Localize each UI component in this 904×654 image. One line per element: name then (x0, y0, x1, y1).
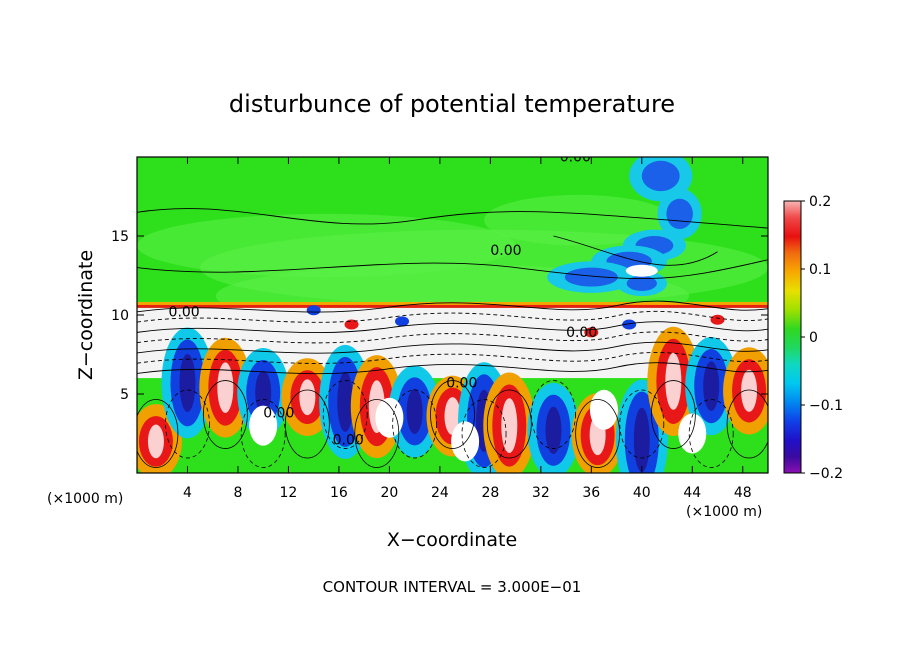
contour-label: 0.00 (490, 243, 521, 259)
x-tick-label: 32 (532, 485, 550, 501)
tropopause-band-red (137, 304, 768, 308)
plume-blue (641, 160, 680, 192)
contour-lines: 0.00 0.00 0.00 0.00 0.00 0.00 0.00 (137, 150, 768, 468)
contour-line (284, 389, 330, 459)
x-tick-label: 16 (330, 485, 348, 501)
y-tick-label: 5 (120, 387, 129, 403)
x-tick-label: 40 (633, 485, 651, 501)
contour-line (202, 380, 248, 449)
contour-line (137, 310, 768, 323)
convective-core (299, 379, 316, 416)
contour-line (240, 399, 286, 468)
convective-core (665, 352, 682, 410)
convective-core (444, 397, 461, 436)
contour-line (688, 399, 734, 468)
colorbar (783, 200, 802, 474)
convective-core (255, 370, 272, 415)
colorbar-ticks: 0.2 0.1 0 −0.1 −0.2 (801, 194, 843, 482)
convective-core (406, 388, 423, 435)
contour-line (553, 235, 718, 266)
x-tick-label: 44 (683, 485, 701, 501)
contour-line (137, 341, 768, 354)
convective-core (337, 371, 354, 432)
colorbar-tick-label: 0 (809, 330, 818, 346)
contour-line (137, 321, 768, 334)
contour-line (165, 389, 210, 459)
x-axis: 4 8 12 16 20 24 28 32 36 40 44 48 (183, 157, 752, 501)
anomaly (710, 314, 725, 325)
colorbar-tick-label: −0.2 (809, 466, 843, 482)
x-tick-label: 8 (233, 485, 242, 501)
contour-interval-note: CONTOUR INTERVAL = 3.000E−01 (323, 578, 582, 596)
plume-core (625, 264, 658, 277)
contour-line (137, 351, 768, 364)
tropopause-band (137, 301, 768, 306)
x-tick-label: 36 (582, 485, 600, 501)
heatmap-field (137, 157, 768, 473)
light-band (484, 194, 674, 246)
convective-core (179, 353, 196, 412)
y-tick-label: 15 (111, 229, 129, 245)
convective-core (545, 406, 562, 455)
light-band (137, 213, 516, 278)
convective-core (633, 407, 650, 472)
contour-label: 0.00 (566, 325, 597, 341)
x-axis-label: X−coordinate (387, 529, 517, 551)
x-tick-label: 4 (183, 485, 192, 501)
contour-line (137, 208, 768, 229)
x-tick-label: 12 (280, 485, 298, 501)
contour-line (322, 380, 368, 449)
colorbar-tick-label: 0.1 (809, 262, 831, 278)
plume-blue (626, 275, 657, 291)
contour-line (137, 362, 768, 375)
contour-label: 0.00 (169, 305, 200, 321)
contour-label: 0.00 (560, 150, 591, 166)
y-tick-label: 10 (111, 308, 129, 324)
y-axis: 5 10 15 (111, 229, 768, 403)
calm-patch (451, 421, 480, 462)
convective-core (501, 398, 518, 453)
x-unit-label: (×1000 m) (686, 504, 762, 520)
contour-line (486, 389, 532, 459)
contour-line (137, 300, 768, 313)
z-unit-label: (×1000 m) (47, 491, 123, 507)
colorbar-tick-label: −0.1 (809, 398, 843, 414)
contour-line (430, 380, 475, 449)
convective-core (217, 362, 234, 413)
anomaly (622, 319, 637, 330)
anomaly (306, 305, 321, 316)
plume-blue (666, 198, 693, 230)
plume-blue (564, 267, 618, 287)
colorbar-tick-label: 0.2 (809, 194, 831, 210)
x-tick-label: 28 (481, 485, 499, 501)
convective-core (703, 361, 720, 411)
contour-label: 0.00 (263, 406, 294, 422)
convective-core (147, 424, 164, 459)
contour-line (575, 399, 621, 468)
contour-line (137, 331, 768, 344)
contour-line (137, 399, 179, 468)
contour-line (392, 389, 438, 459)
contour-label: 0.00 (333, 433, 364, 449)
x-tick-label: 48 (734, 485, 752, 501)
contour-line (461, 399, 507, 468)
contour-line (726, 389, 768, 459)
y-axis-label: Z−coordinate (75, 250, 97, 380)
calm-patch (375, 397, 404, 438)
contour-line (619, 389, 665, 459)
contour-line (650, 380, 696, 449)
contour-line (531, 380, 576, 449)
contour-label: 0.00 (446, 376, 477, 392)
calm-patch (678, 413, 707, 454)
anomaly (344, 319, 359, 330)
contour-line (137, 259, 768, 280)
x-tick-label: 20 (380, 485, 398, 501)
convective-core (741, 369, 758, 412)
calm-patch (249, 405, 278, 446)
x-tick-label: 24 (431, 485, 449, 501)
chart-title: disturbunce of potential temperature (229, 90, 675, 118)
anomaly (395, 316, 410, 327)
contour-line (354, 399, 400, 468)
